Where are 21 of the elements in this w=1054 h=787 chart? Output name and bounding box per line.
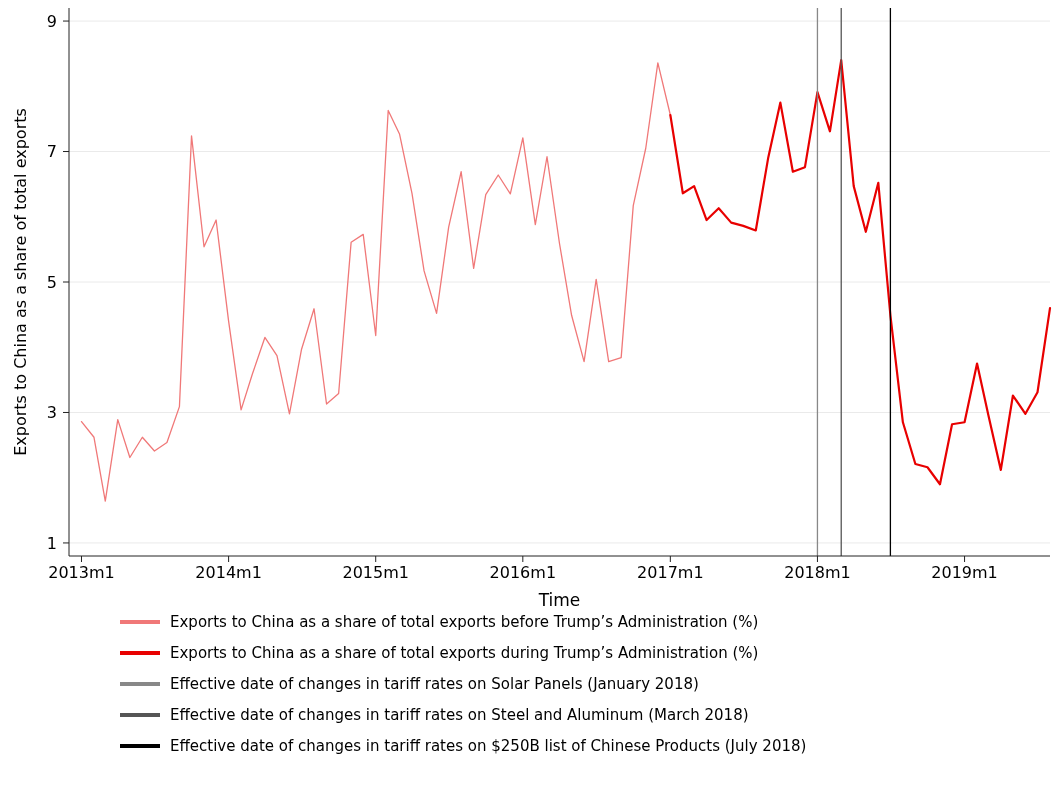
y-tick-label: 7 bbox=[46, 142, 57, 162]
line-series bbox=[669, 59, 1052, 486]
y-tick-label: 1 bbox=[46, 533, 57, 553]
x-axis-title: Time bbox=[537, 590, 581, 610]
x-tick-label: 2017m1 bbox=[637, 563, 704, 582]
legend-label: Effective date of changes in tariff rates on $250B list of Chinese Products (July 2018) bbox=[170, 737, 807, 756]
y-tick-label: 9 bbox=[46, 11, 57, 31]
legend-label: Effective date of changes in tariff rates on Solar Panels (January 2018) bbox=[170, 675, 699, 694]
x-tick-label: 2013m1 bbox=[48, 563, 115, 582]
legend-label: Exports to China as a share of total exports during Trump’s Administration (%) bbox=[170, 644, 759, 663]
x-tick-label: 2019m1 bbox=[931, 563, 998, 582]
legend-label: Exports to China as a share of total exports before Trump’s Administration (%) bbox=[170, 613, 759, 632]
y-axis-title: Exports to China as a share of total exports bbox=[11, 108, 30, 456]
legend-label: Effective date of changes in tariff rates on Steel and Aluminum (March 2018) bbox=[170, 706, 749, 725]
line-series bbox=[80, 62, 671, 502]
y-tick-label: 5 bbox=[46, 272, 57, 292]
x-tick-label: 2014m1 bbox=[195, 563, 262, 582]
x-tick-label: 2016m1 bbox=[489, 563, 557, 582]
x-tick-label: 2018m1 bbox=[784, 563, 851, 582]
y-tick-label: 3 bbox=[46, 403, 57, 423]
x-tick-label: 2015m1 bbox=[342, 563, 409, 582]
